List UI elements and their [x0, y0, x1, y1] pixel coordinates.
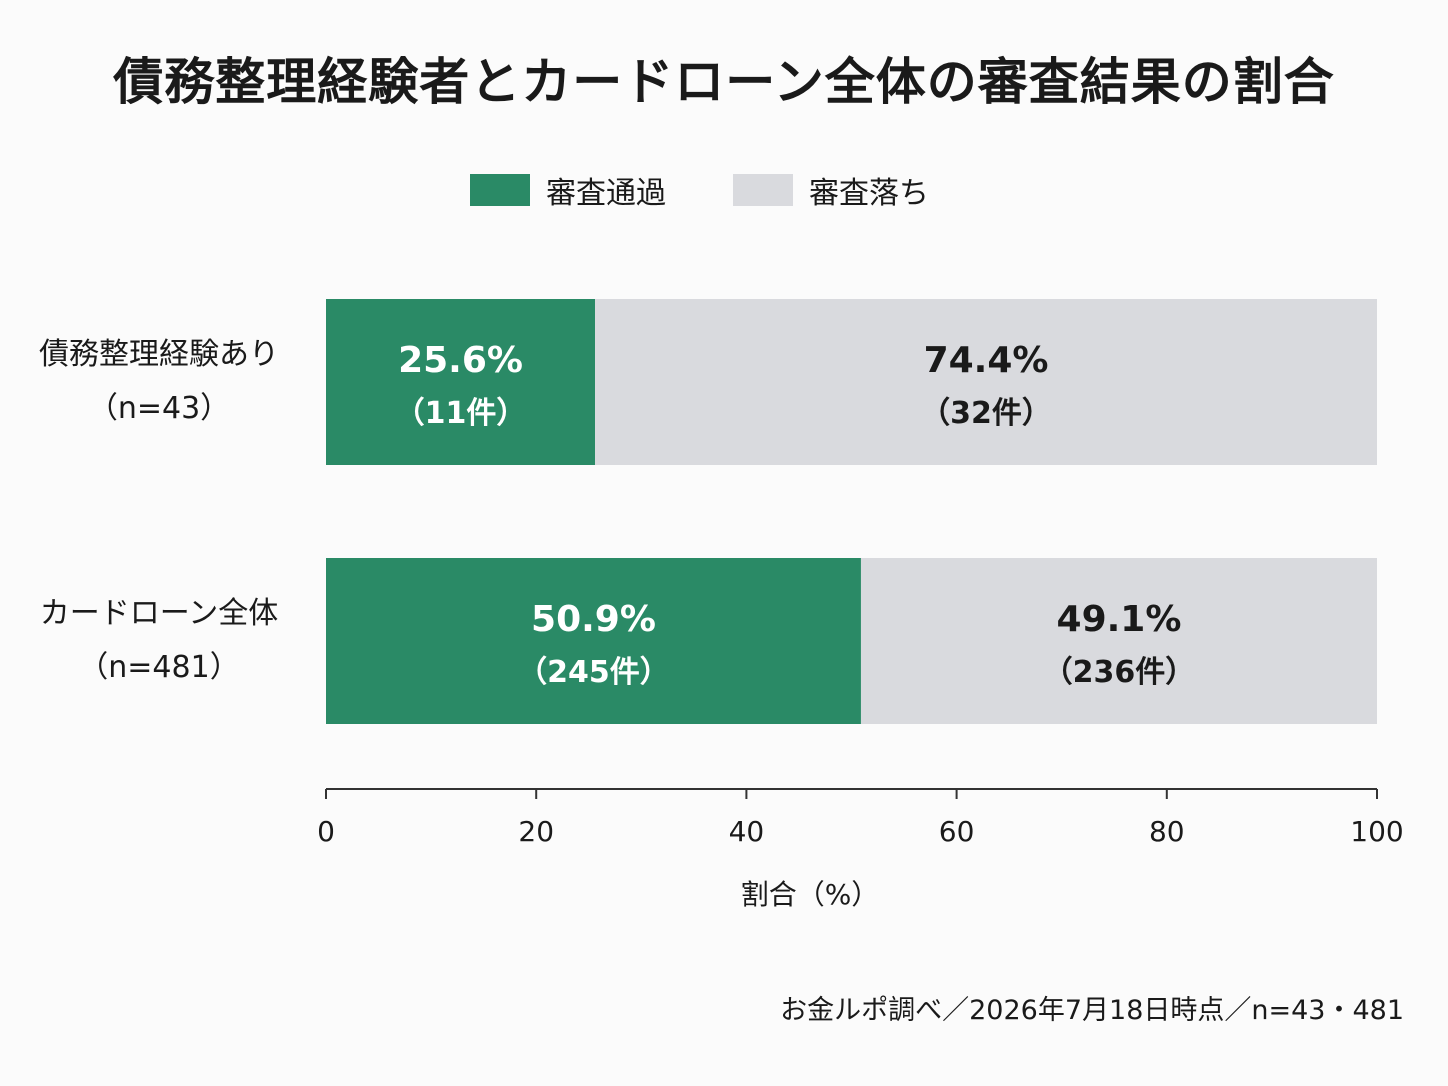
x-tick-label: 80 [1149, 815, 1185, 848]
legend-label-fail: 審査落ち [809, 176, 929, 211]
category-label-cardloan-all: カードローン全体 （n=481） [0, 587, 318, 695]
data-label-percent: 74.4% [924, 340, 1049, 381]
data-label-count: （245件） [517, 655, 670, 690]
legend-swatch-pass [470, 174, 530, 206]
category-name: 債務整理経験あり [39, 337, 279, 372]
x-tick-label: 20 [518, 815, 554, 848]
x-tick-label: 0 [317, 815, 335, 848]
bar-segment-fail [595, 299, 1377, 465]
category-name: カードローン全体 [39, 596, 279, 631]
legend: 審査通過 審査落ち [0, 170, 1448, 211]
legend-swatch-fail [733, 174, 793, 206]
bar-segment-fail [860, 558, 1377, 724]
legend-item-fail: 審査落ち [733, 170, 929, 211]
data-label-percent: 50.9% [531, 599, 656, 640]
data-label-count: （11件） [395, 396, 527, 431]
x-tick-label: 100 [1350, 815, 1403, 848]
bar-segment-pass [326, 299, 596, 465]
category-label-debt-experience: 債務整理経験あり （n=43） [0, 328, 318, 436]
category-count: （n=43） [87, 391, 231, 426]
category-count: （n=481） [78, 650, 240, 685]
x-tick-label: 60 [939, 815, 975, 848]
source-note: お金ルポ調べ／2026年7月18日時点／n=43・481 [780, 995, 1404, 1026]
data-label-count: （32件） [920, 396, 1052, 431]
data-label-percent: 25.6% [398, 340, 523, 381]
legend-label-pass: 審査通過 [546, 176, 666, 211]
chart-title: 債務整理経験者とカードローン全体の審査結果の割合 [113, 53, 1335, 111]
x-tick-label: 40 [729, 815, 765, 848]
bar-segment-pass [326, 558, 861, 724]
data-label-percent: 49.1% [1057, 599, 1182, 640]
legend-item-pass: 審査通過 [470, 170, 666, 211]
x-axis-title: 割合（%） [740, 878, 880, 911]
data-label-count: （236件） [1043, 655, 1196, 690]
